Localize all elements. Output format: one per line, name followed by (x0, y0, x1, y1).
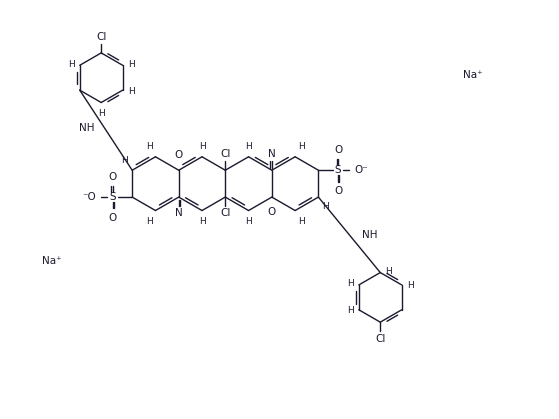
Text: O: O (108, 212, 117, 222)
Text: H: H (323, 202, 329, 211)
Text: H: H (68, 60, 74, 69)
Text: H: H (347, 306, 354, 315)
Text: H: H (407, 282, 414, 290)
Text: N: N (175, 209, 183, 218)
Text: Cl: Cl (96, 31, 106, 41)
Text: H: H (121, 156, 128, 165)
Text: H: H (245, 217, 252, 226)
Text: H: H (245, 142, 252, 150)
Text: H: H (128, 60, 135, 69)
Text: O⁻: O⁻ (354, 165, 368, 175)
Text: NH: NH (362, 230, 378, 240)
Text: H: H (386, 267, 392, 276)
Text: H: H (98, 109, 105, 118)
Text: Cl: Cl (220, 209, 230, 218)
Text: H: H (298, 217, 305, 226)
Text: H: H (347, 279, 354, 288)
Text: O: O (108, 172, 117, 181)
Text: O: O (334, 145, 342, 155)
Text: O: O (334, 186, 342, 196)
Text: S: S (109, 192, 116, 202)
Text: ⁻O: ⁻O (82, 192, 96, 202)
Text: H: H (146, 217, 153, 226)
Text: Cl: Cl (375, 334, 386, 344)
Text: H: H (298, 142, 305, 150)
Text: O: O (268, 207, 276, 217)
Text: Na⁺: Na⁺ (463, 70, 482, 80)
Text: Na⁺: Na⁺ (42, 256, 61, 266)
Text: H: H (198, 217, 205, 226)
Text: O: O (174, 150, 183, 160)
Text: H: H (198, 142, 205, 150)
Text: H: H (146, 142, 153, 150)
Text: S: S (335, 165, 342, 175)
Text: Cl: Cl (220, 149, 230, 159)
Text: N: N (268, 149, 276, 159)
Text: NH: NH (79, 123, 94, 132)
Text: H: H (128, 87, 135, 96)
